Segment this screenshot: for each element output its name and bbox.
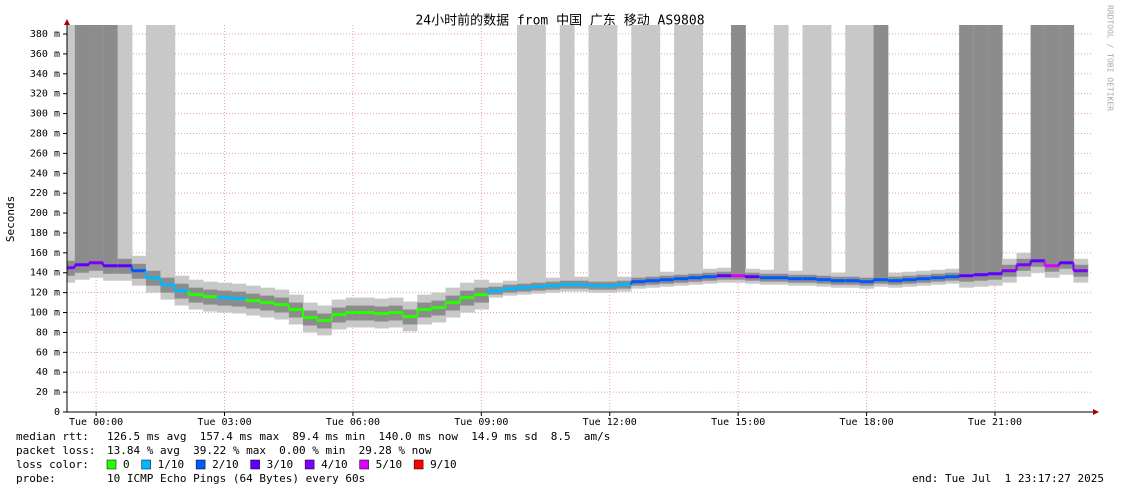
- smoke-inner: [987, 25, 1003, 280]
- smoke-outer: [145, 25, 161, 293]
- stat-label: packet loss:: [16, 444, 95, 457]
- smoke-outer: [602, 25, 618, 293]
- legend-text: 1/10: [158, 458, 185, 471]
- y-tick-label: 60 m: [36, 347, 60, 358]
- smoke-inner: [731, 25, 746, 280]
- axes: [64, 19, 1099, 415]
- smoke-outer: [674, 25, 689, 286]
- y-tick-label: 280 m: [30, 128, 60, 139]
- legend-swatch: [106, 459, 117, 470]
- watermark: RRDTOOL / TOBI OETIKER: [1106, 5, 1115, 111]
- smoke-outer: [816, 25, 832, 287]
- stat-text: 126.5 ms avg 157.4 ms max 89.4 ms min 14…: [107, 430, 610, 443]
- y-tick-label: 20 m: [36, 387, 60, 398]
- legend-swatch: [141, 459, 151, 470]
- y-tick-label: 340 m: [30, 69, 60, 80]
- smoke-inner: [88, 25, 104, 271]
- x-tick-label: Tue 21:00: [968, 417, 1022, 428]
- smoke-inner: [1044, 25, 1060, 272]
- smoke-outer: [117, 25, 133, 281]
- smoke-outer: [588, 25, 604, 293]
- smoke-outer: [517, 25, 532, 295]
- legend-text: 2/10: [212, 458, 239, 471]
- footer: median rtt: 126.5 ms avg 157.4 ms max 89.…: [16, 430, 1104, 485]
- stat-label: median rtt:: [16, 430, 89, 443]
- legend-text: 9/10: [430, 458, 457, 471]
- grid: 0 20 m 40 m 60 m 80 m 100 m 120 m 140 m 160 m 180…: [30, 25, 1093, 428]
- x-tick-label: Tue 06:00: [326, 417, 380, 428]
- probe-text: 10 ICMP Echo Pings (64 Bytes) every 60s: [107, 472, 365, 485]
- smoke-outer: [67, 25, 76, 283]
- y-tick-label: 120 m: [30, 288, 60, 299]
- chart-title: 24小时前的数据 from 中国 广东 移动 AS9808: [415, 13, 704, 29]
- smoke-outer: [773, 25, 789, 285]
- smoke-inner: [74, 25, 90, 273]
- y-tick-label: 220 m: [30, 188, 60, 199]
- legend-text: 5/10: [376, 458, 403, 471]
- y-tick-label: 160 m: [30, 248, 60, 259]
- smoke-outer: [559, 25, 575, 292]
- legend-swatch: [304, 459, 315, 470]
- y-tick-label: 300 m: [30, 109, 60, 120]
- end-time: end: Tue Jul 1 23:17:27 2025: [912, 472, 1104, 485]
- smoke-outer: [859, 25, 875, 289]
- smoke-inner: [103, 25, 118, 274]
- smoke-outer: [531, 25, 546, 294]
- y-tick-label: 140 m: [30, 268, 60, 279]
- y-tick-label: 200 m: [30, 208, 60, 219]
- y-axis-label: Seconds: [4, 196, 17, 242]
- legend-swatch: [250, 459, 260, 470]
- smoke-outer: [802, 25, 818, 286]
- y-tick-label: 240 m: [30, 168, 60, 179]
- legend-swatch: [195, 459, 206, 470]
- smoke-inner: [873, 25, 889, 284]
- smoke-outer: [160, 25, 176, 300]
- legend-swatch: [359, 459, 369, 470]
- y-tick-label: 80 m: [36, 327, 60, 338]
- smoke-outer: [688, 25, 703, 285]
- x-tick-label: Tue 09:00: [454, 417, 508, 428]
- x-tick-label: Tue 12:00: [583, 417, 637, 428]
- y-tick-label: 40 m: [36, 367, 60, 378]
- x-tick-label: Tue 18:00: [839, 417, 893, 428]
- y-tick-label: 320 m: [30, 89, 60, 100]
- smoke-inner: [959, 25, 974, 282]
- smoke-outer: [645, 25, 661, 288]
- smoke-inner: [1059, 25, 1075, 269]
- legend-swatch: [413, 459, 424, 470]
- smoke-inner: [973, 25, 989, 281]
- y-axis-arrow: [64, 19, 70, 25]
- x-axis-arrow: [1093, 409, 1099, 415]
- smoke-outer: [845, 25, 861, 288]
- smoke-outer: [631, 25, 647, 289]
- legend-text: 0: [123, 458, 130, 471]
- x-tick-label: Tue 15:00: [711, 417, 765, 428]
- y-tick-label: 180 m: [30, 228, 60, 239]
- y-tick-label: 380 m: [30, 29, 60, 40]
- y-tick-label: 0: [54, 407, 60, 418]
- x-tick-label: Tue 03:00: [197, 417, 251, 428]
- y-tick-label: 260 m: [30, 148, 60, 159]
- legend-text: 4/10: [321, 458, 348, 471]
- x-tick-label: Tue 00:00: [69, 417, 123, 428]
- legend-text: 3/10: [267, 458, 294, 471]
- stat-text: 13.84 % avg 39.22 % max 0.00 % min 29.28…: [107, 444, 432, 457]
- legend-label: loss color:: [16, 458, 89, 471]
- y-tick-label: 100 m: [30, 308, 60, 319]
- probe-label: probe:: [16, 472, 56, 485]
- y-tick-label: 360 m: [30, 49, 60, 60]
- smoke: [67, 25, 1089, 336]
- smoke-inner: [1030, 25, 1046, 267]
